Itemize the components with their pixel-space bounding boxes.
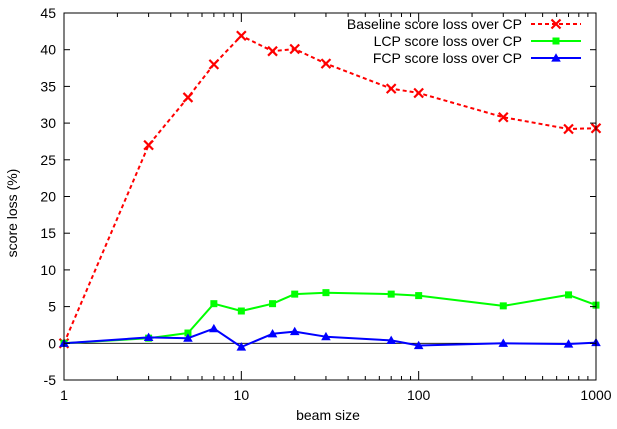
y-axis-label: score loss (%) — [4, 169, 20, 258]
data-point — [208, 59, 220, 70]
data-point — [182, 92, 194, 103]
data-point — [320, 58, 332, 69]
data-point — [291, 290, 299, 298]
series-2 — [59, 323, 601, 351]
data-point — [498, 338, 509, 347]
ticks-layer: -5 0 5 10 15 20 25 30 35 40 45 1 10 100 1000 — [40, 5, 611, 403]
data-point — [499, 302, 507, 310]
data-point — [497, 111, 509, 123]
x-tick-label: 1000 — [580, 387, 611, 403]
data-point — [209, 323, 219, 333]
data-point — [415, 292, 423, 300]
series-layer — [58, 30, 602, 351]
data-point — [269, 300, 277, 308]
data-point — [184, 329, 192, 337]
y-tick-label: 35 — [40, 78, 56, 94]
data-point — [289, 43, 300, 55]
y-tick-label: 15 — [40, 225, 56, 241]
data-point — [563, 123, 574, 135]
data-point — [210, 300, 218, 308]
series-line — [63, 34, 597, 344]
legend-swatch-marker — [551, 53, 561, 62]
data-point — [183, 333, 193, 342]
axis-labels: score loss (%) beam size — [4, 169, 360, 423]
legend-swatch-marker — [552, 37, 560, 45]
data-point — [563, 339, 574, 348]
y-tick-label: 40 — [40, 42, 56, 58]
data-point — [237, 307, 245, 315]
data-point — [143, 332, 154, 342]
data-point — [267, 45, 278, 57]
x-axis-label: beam size — [296, 407, 360, 423]
y-tick-label: 20 — [40, 189, 56, 205]
data-point — [143, 139, 154, 151]
data-point — [322, 289, 330, 297]
x-tick-label: 100 — [407, 387, 431, 403]
data-point — [386, 335, 396, 344]
legend-label: Baseline score loss over CP — [347, 16, 522, 32]
y-tick-label: 5 — [48, 299, 56, 315]
series-line — [63, 291, 597, 345]
data-point — [385, 83, 397, 94]
y-tick-label: 10 — [40, 262, 56, 278]
data-point — [267, 328, 278, 338]
data-point — [236, 342, 247, 351]
legend-label: LCP score loss over CP — [374, 33, 522, 49]
x-tick-label: 1 — [60, 387, 68, 403]
y-tick-label: 25 — [40, 152, 56, 168]
y-tick-label: -5 — [44, 372, 57, 388]
legend-label: FCP score loss over CP — [373, 50, 522, 66]
data-point — [413, 340, 424, 350]
data-point — [387, 290, 395, 298]
y-tick-label: 45 — [40, 5, 56, 21]
data-point — [413, 87, 424, 99]
series-0 — [58, 30, 602, 349]
series-line — [63, 327, 597, 348]
data-point — [289, 326, 300, 336]
legend-swatch-marker — [550, 18, 562, 30]
data-point — [236, 30, 247, 42]
y-tick-label: 0 — [48, 335, 56, 351]
x-tick-label: 10 — [234, 387, 250, 403]
data-point — [565, 291, 573, 299]
y-tick-label: 30 — [40, 115, 56, 131]
data-point — [321, 331, 331, 341]
